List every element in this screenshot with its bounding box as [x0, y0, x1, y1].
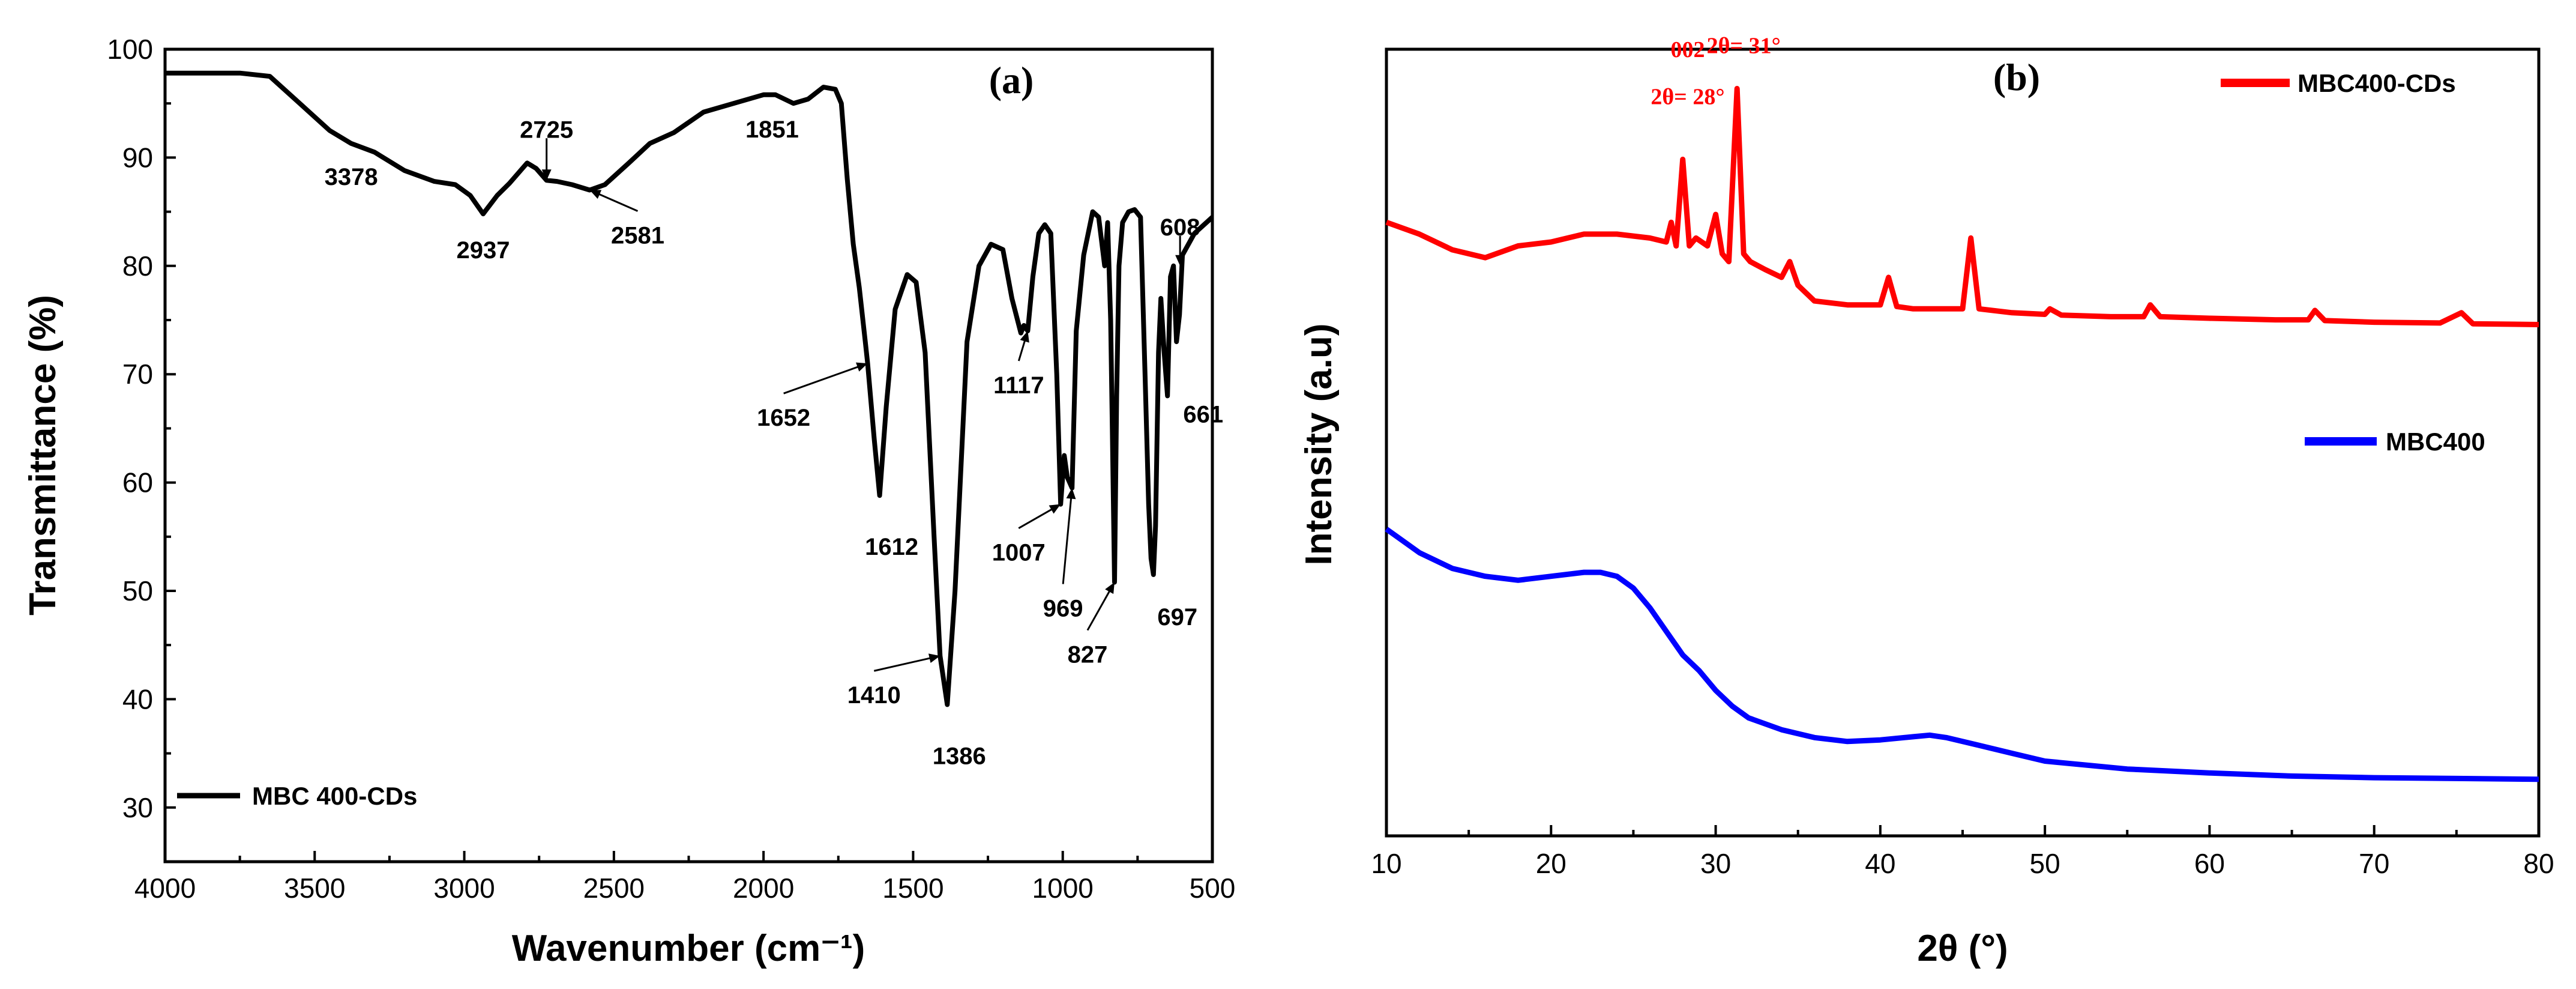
xrd-x-tick-label: 80 — [2523, 848, 2554, 879]
ftir-peak-label: 1652 — [757, 405, 810, 431]
ftir-y-tick-label: 90 — [122, 142, 153, 173]
ftir-y-tick-label: 80 — [122, 250, 153, 282]
xrd-x-tick-label: 30 — [1700, 848, 1731, 879]
xrd-panel-label: (b) — [1993, 56, 2040, 98]
xrd-x-tick-label: 60 — [2194, 848, 2225, 879]
ftir-peak-label: 1851 — [745, 116, 799, 143]
ftir-peak-arrowhead — [856, 362, 868, 372]
ftir-peak-label: 2725 — [520, 116, 573, 143]
ftir-y-tick-label: 40 — [122, 683, 153, 715]
ftir-panel: 4000 3500 3000 2500 2000 1500 1000 500 30 40 50 60 7… — [22, 34, 1235, 969]
ftir-peak-label: 697 — [1157, 604, 1197, 631]
ftir-peak-arrowhead — [1175, 255, 1185, 266]
ftir-x-tick-label: 1500 — [882, 873, 943, 904]
ftir-peak-label: 969 — [1043, 596, 1083, 622]
ftir-peak-arrowhead — [589, 190, 602, 199]
ftir-peak-labels: 3378 2937 2725 2581 1851 1652 1612 1410 1386 1117… — [325, 116, 1223, 769]
xrd-peak-annotation: 002 — [1670, 37, 1705, 62]
ftir-y-tick-label: 60 — [122, 467, 153, 498]
xrd-x-tick-label: 20 — [1536, 848, 1566, 879]
ftir-y-tick-label: 30 — [122, 792, 153, 823]
ftir-x-tick-label: 3500 — [284, 873, 345, 904]
ftir-legend-label: MBC 400-CDs — [252, 782, 417, 810]
xrd-legend-mbc400: MBC400 — [2305, 428, 2485, 456]
xrd-peak-annotation: 2θ= 31° — [1707, 34, 1781, 59]
ftir-peak-arrow — [1018, 505, 1058, 529]
xrd-plot-frame — [1385, 47, 2541, 838]
ftir-y-tick-label: 50 — [122, 575, 153, 606]
ftir-peak-label: 661 — [1183, 401, 1223, 428]
ftir-y-axis-title: Transmittance (%) — [22, 295, 64, 615]
xrd-x-tick-label: 70 — [2359, 848, 2389, 879]
ftir-peak-arrow — [1062, 491, 1073, 584]
ftir-peak-arrowhead — [541, 169, 552, 181]
xrd-series-layer — [1385, 86, 2539, 782]
ftir-peak-arrowhead — [1105, 582, 1115, 594]
ftir-x-tick-label: 500 — [1190, 873, 1236, 904]
ftir-peak-label: 827 — [1068, 642, 1108, 668]
ftir-x-tick-label: 4000 — [134, 873, 196, 904]
ftir-x-tick-label: 1000 — [1032, 873, 1094, 904]
ftir-peak-label: 1612 — [865, 534, 918, 560]
ftir-peak-arrow — [1086, 585, 1114, 631]
ftir-series-layer — [165, 70, 1214, 707]
ftir-plot-frame — [163, 47, 1214, 863]
ftir-panel-label: (a) — [989, 59, 1034, 101]
ftir-peak-arrowhead — [928, 653, 940, 664]
xrd-legend-cds: MBC400-CDs — [2221, 69, 2456, 97]
ftir-peak-label: 1117 — [993, 372, 1044, 399]
ftir-peak-arrowhead — [1049, 504, 1061, 514]
xrd-x-tick-label: 40 — [1865, 848, 1895, 879]
ftir-x-tick-label: 2500 — [583, 873, 645, 904]
ftir-peak-arrow — [873, 656, 937, 672]
ftir-peak-label: 2937 — [456, 237, 510, 264]
ftir-x-tick-label: 2000 — [733, 873, 794, 904]
ftir-x-axis-title: Wavenumber (cm⁻¹) — [512, 928, 865, 969]
xrd-peak-annotation: 2θ= 28° — [1651, 85, 1724, 110]
ftir-peak-arrow — [592, 190, 639, 212]
ftir-peak-arrow — [783, 363, 865, 395]
ftir-y-tick-label: 100 — [107, 34, 153, 65]
xrd-axis-ticks: 10 20 30 40 50 60 70 80 — [1371, 825, 2554, 879]
xrd-legend-label-mbc400: MBC400 — [2386, 428, 2485, 456]
xrd-peak-annotations: 002 2θ= 28° 2θ= 31° — [1651, 34, 1780, 110]
xrd-y-axis-title: Intensity (a.u) — [1298, 323, 1340, 565]
ftir-peak-arrowhead — [1020, 331, 1029, 343]
ftir-axis-ticks: 4000 3500 3000 2500 2000 1500 1000 500 30 40 50 60 7… — [107, 34, 1235, 904]
ftir-legend: MBC 400-CDs — [177, 782, 417, 810]
ftir-x-tick-label: 3000 — [433, 873, 495, 904]
xrd-x-tick-label: 10 — [1371, 848, 1401, 879]
ftir-series-line — [165, 70, 1214, 707]
xrd-x-axis-title: 2θ (°) — [1917, 928, 2008, 969]
xrd-x-tick-label: 50 — [2030, 848, 2060, 879]
ftir-peak-label: 2581 — [611, 223, 664, 249]
xrd-series-line — [1385, 527, 2539, 782]
ftir-peak-label: 1410 — [847, 682, 901, 709]
xrd-series-line — [1385, 86, 2539, 327]
xrd-panel: 10 20 30 40 50 60 70 80 002 2θ= 28° 2θ= 31° (b) M… — [1298, 34, 2554, 969]
ftir-peak-label: 3378 — [325, 164, 378, 190]
ftir-peak-arrowhead — [1066, 488, 1076, 500]
ftir-peak-label: 1386 — [933, 743, 986, 769]
ftir-peak-label: 1007 — [992, 540, 1046, 566]
ftir-peak-label: 608 — [1160, 214, 1200, 241]
xrd-legend-label-cds: MBC400-CDs — [2298, 69, 2456, 97]
ftir-y-tick-label: 70 — [122, 358, 153, 390]
